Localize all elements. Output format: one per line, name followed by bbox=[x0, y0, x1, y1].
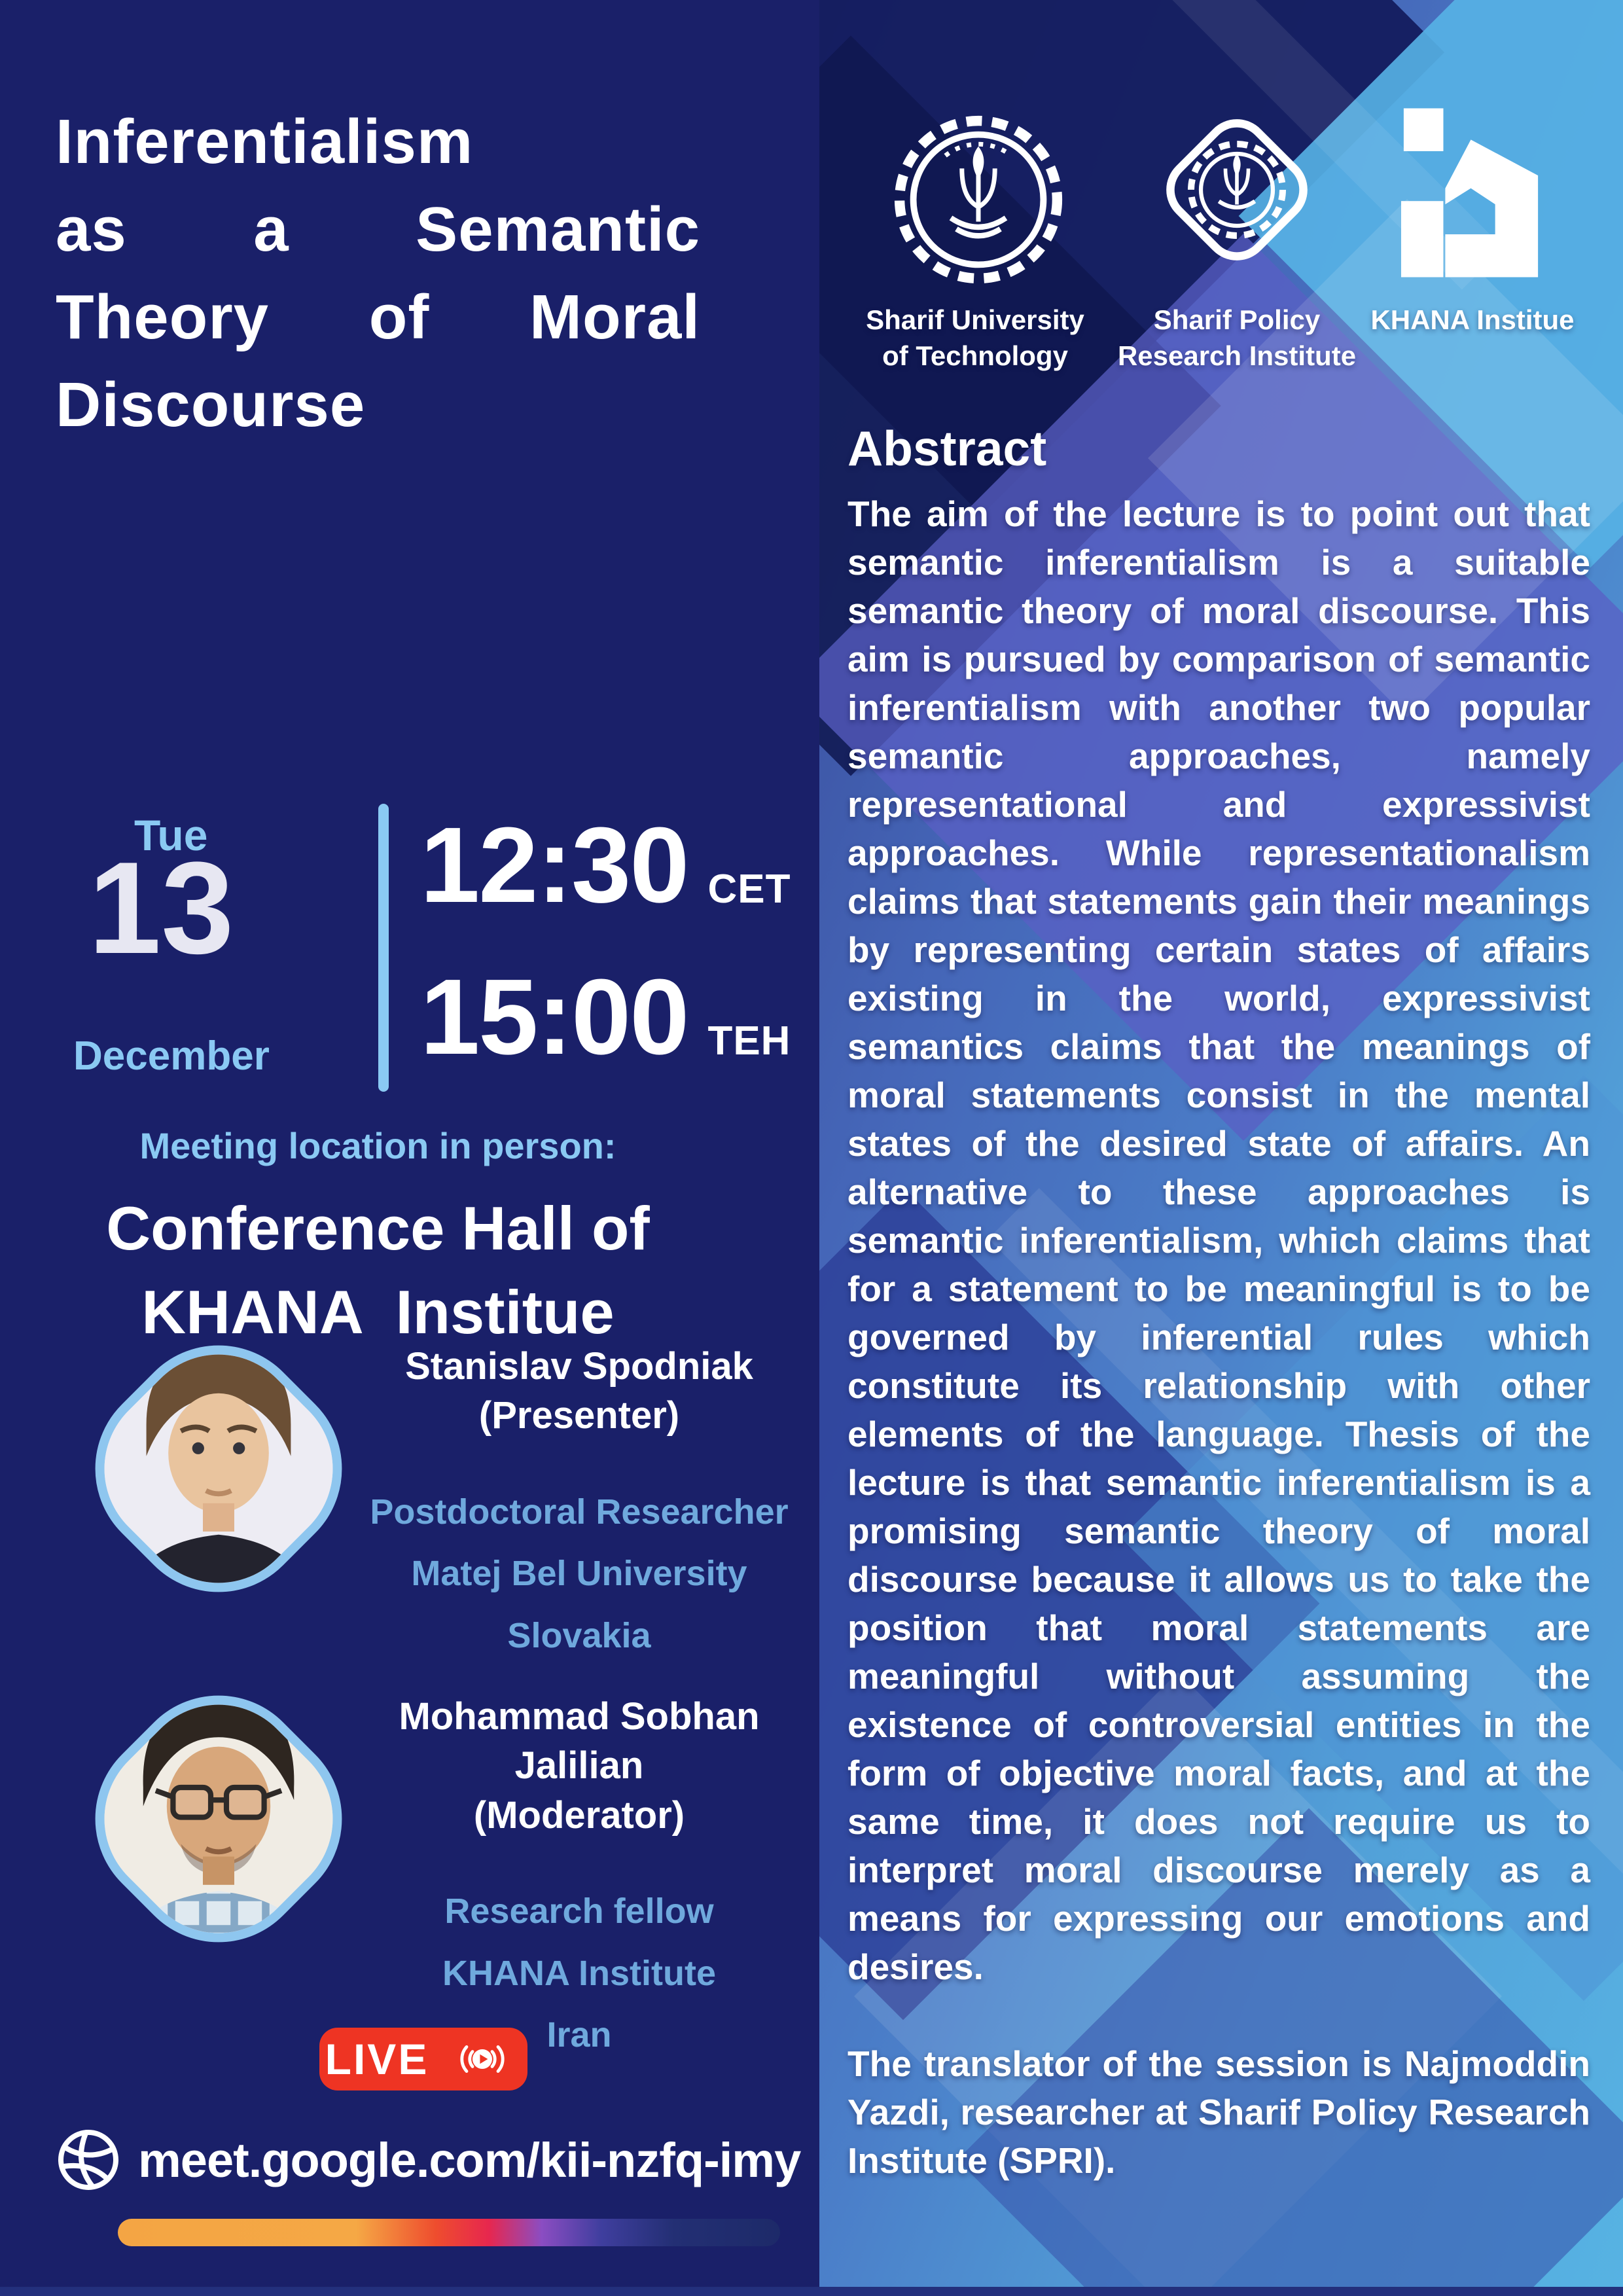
live-label: LIVE bbox=[325, 2035, 429, 2083]
date-time-divider bbox=[378, 804, 389, 1092]
presenter-portrait-illustration bbox=[62, 1312, 376, 1626]
title-line: as a Semantic bbox=[56, 194, 700, 264]
moderator-portrait-illustration bbox=[62, 1662, 376, 1976]
live-broadcast-icon bbox=[460, 2045, 505, 2073]
sharif-policy-label: Sharif Policy Research Institute bbox=[1106, 302, 1368, 374]
presenter-photo bbox=[57, 1307, 380, 1630]
abstract-section: The aim of the lecture is to point out t… bbox=[847, 490, 1590, 2185]
sharif-university-logo-icon bbox=[894, 115, 1063, 284]
logo-label-line: KHANA Institue bbox=[1370, 304, 1575, 335]
meeting-link-row: meet.google.com/kii-nzfq-imy bbox=[56, 2127, 801, 2193]
date-number: 13 bbox=[88, 835, 234, 981]
sharif-policy-logo-icon bbox=[1166, 119, 1308, 260]
sharif-university-label: Sharif University of Technology bbox=[844, 302, 1106, 374]
translator-note: The translator of the session is Najmodd… bbox=[847, 2043, 1590, 2181]
moderator-affiliation: Research fellow KHANA Institute Iran bbox=[442, 1892, 716, 2055]
time-value: 15:00 bbox=[420, 957, 689, 1077]
moderator-name: Mohammad Sobhan Jalilian bbox=[399, 1695, 760, 1787]
title-line: Theory of Moral bbox=[56, 282, 700, 352]
title-line: Inferentialism bbox=[56, 107, 474, 177]
khana-label: KHANA Institue bbox=[1364, 302, 1580, 338]
time-row-cet: 12:30 CET bbox=[420, 812, 791, 919]
presenter-info: Stanislav Spodniak (Presenter) Postdocto… bbox=[357, 1342, 802, 1666]
logo-label-line: Sharif Policy bbox=[1153, 304, 1321, 335]
khana-logo-icon bbox=[1400, 108, 1539, 278]
time-value: 12:30 bbox=[420, 805, 689, 925]
logo-label-line: of Technology bbox=[882, 340, 1068, 371]
moderator-info: Mohammad Sobhan Jalilian (Moderator) Res… bbox=[340, 1692, 818, 2066]
meeting-link[interactable]: meet.google.com/kii-nzfq-imy bbox=[138, 2132, 801, 2187]
moderator-photo bbox=[57, 1657, 380, 1981]
weekday-label: Tue bbox=[134, 811, 208, 859]
presenter-role: (Presenter) bbox=[478, 1394, 680, 1437]
meeting-location-line2: KHANA Institue bbox=[141, 1277, 615, 1346]
live-badge: LIVE bbox=[319, 2028, 527, 2090]
logo-label-line: Research Institute bbox=[1117, 340, 1357, 371]
timezone-label: TEH bbox=[707, 1018, 791, 1064]
left-panel-background bbox=[0, 0, 819, 2296]
bottom-edge-strip bbox=[0, 2287, 1623, 2296]
presenter-affiliation: Postdoctoral Researcher Matej Bel Univer… bbox=[370, 1492, 789, 1655]
title-line: Discourse bbox=[56, 370, 366, 440]
logo-label-line: Sharif University bbox=[866, 304, 1084, 335]
globe-icon bbox=[58, 2130, 118, 2190]
meeting-location-label: Meeting location in person: bbox=[139, 1125, 616, 1166]
moderator-role: (Moderator) bbox=[473, 1793, 685, 1837]
time-row-teh: 15:00 TEH bbox=[420, 963, 791, 1071]
month-label: December bbox=[73, 1033, 270, 1079]
meeting-location-line1: Conference Hall of bbox=[106, 1194, 650, 1263]
link-underline-gradient bbox=[118, 2219, 780, 2246]
presenter-name: Stanislav Spodniak bbox=[405, 1345, 753, 1388]
abstract-text: The aim of the lecture is to point out t… bbox=[847, 493, 1590, 1987]
meeting-location-block: Meeting location in person: Conference H… bbox=[56, 1124, 700, 1344]
timezone-label: CET bbox=[707, 867, 791, 912]
lecture-title: Inferentialism as a Semantic Theory of M… bbox=[56, 98, 700, 449]
abstract-heading: Abstract bbox=[847, 421, 1047, 476]
